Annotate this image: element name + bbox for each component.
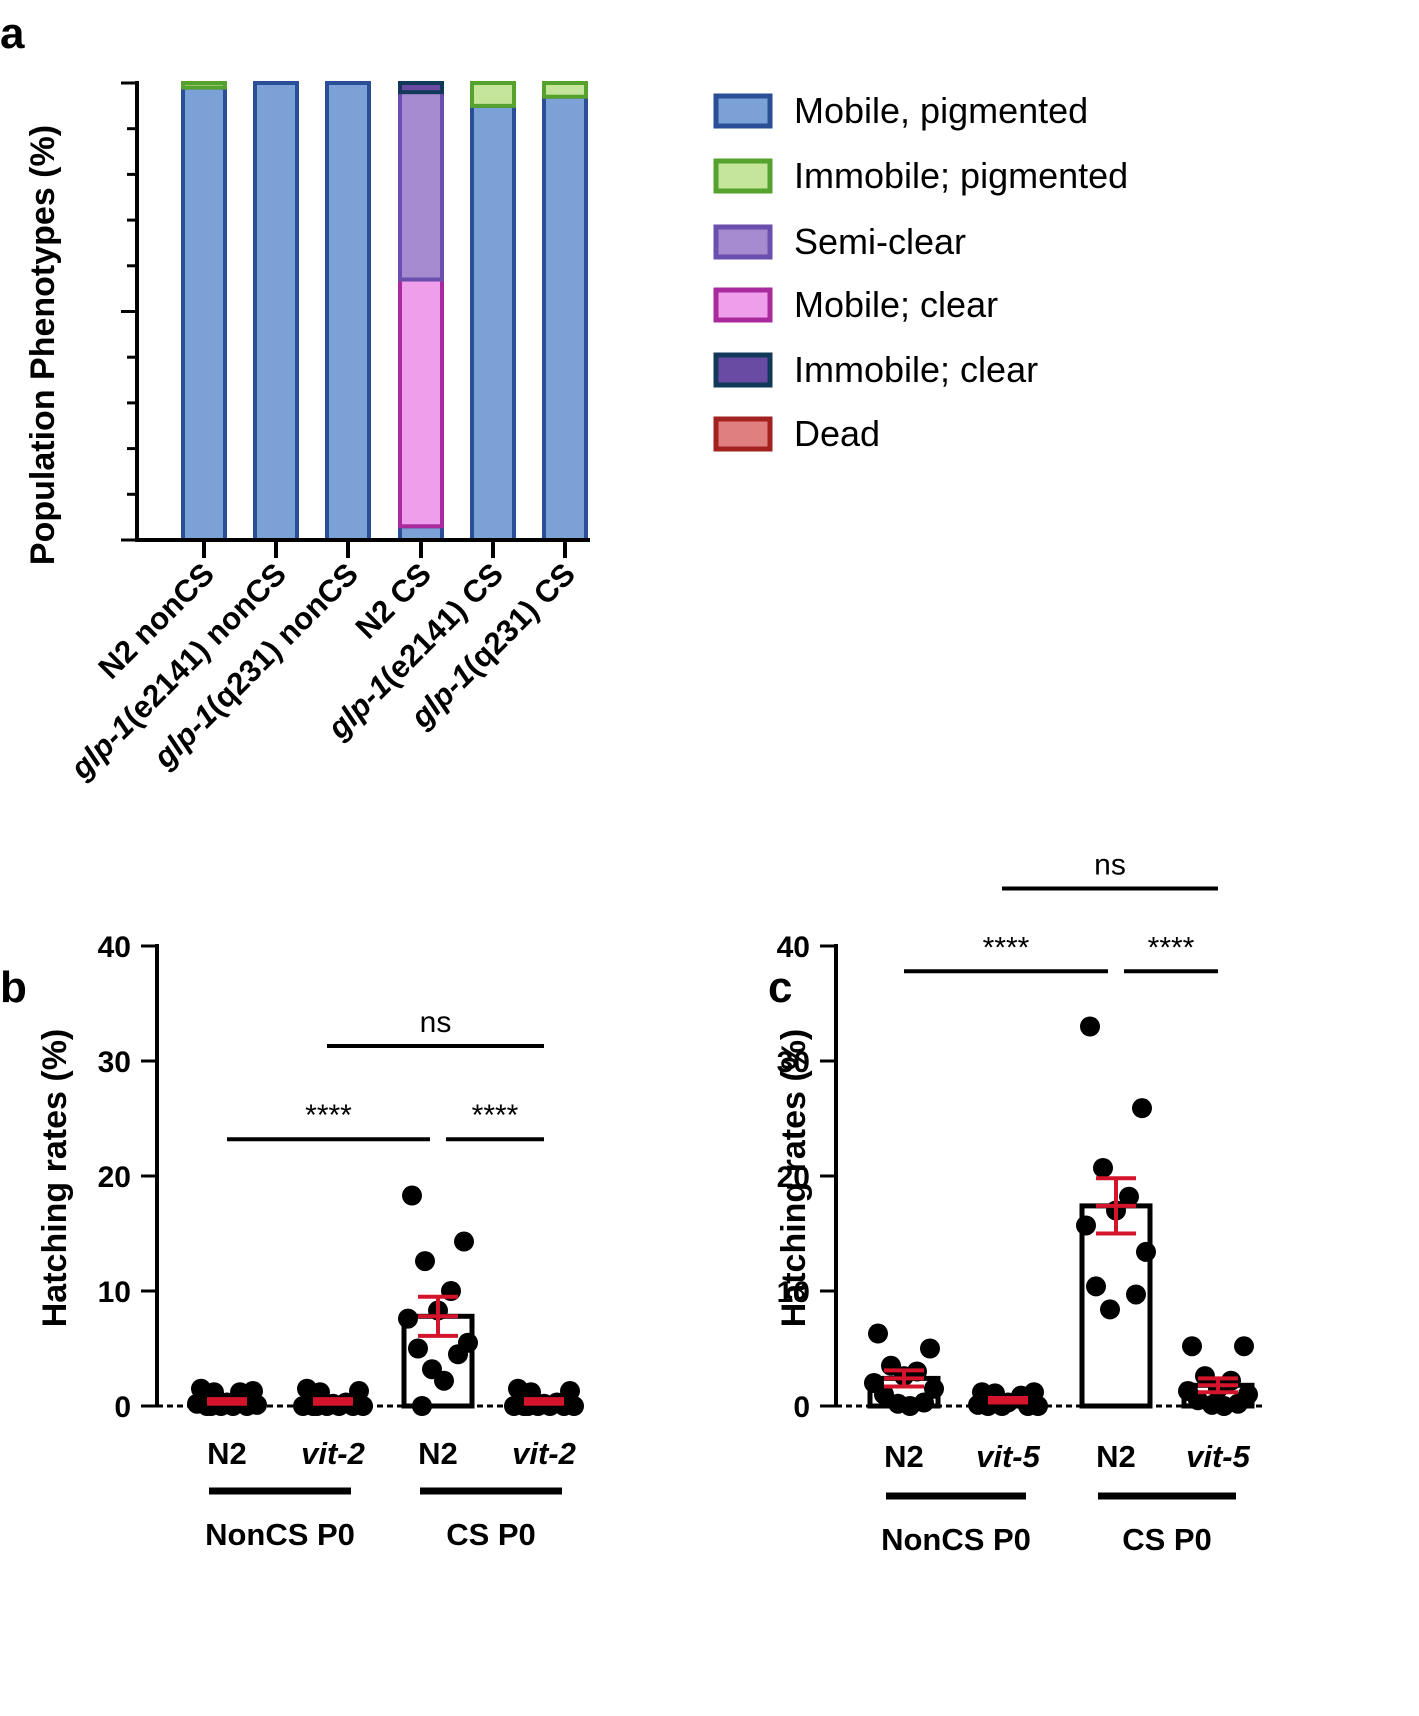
bar-segment-mobile-pigmented <box>542 94 588 543</box>
data-point <box>1126 1284 1146 1305</box>
data-point <box>1080 1016 1100 1037</box>
group-label: vit-5 <box>1186 1439 1251 1474</box>
data-point <box>1234 1336 1254 1357</box>
panel-c-hatching-chart: c Hatching rates (%) 0 10 20 30 40 **** **** ns… <box>768 849 1262 1557</box>
y-tick-label: 0 <box>793 1391 810 1424</box>
legend-swatch <box>713 93 773 129</box>
legend-swatch <box>713 416 773 452</box>
y-tick-label: 10 <box>777 1276 810 1309</box>
panel-b-hatching-chart: b Hatching rates (%) 0 10 20 30 40 **** **** ns… <box>0 931 584 1552</box>
bar-segment-mobile-pigmented <box>398 524 444 542</box>
bar-segment-immobile-pigmented <box>542 81 588 99</box>
y-tick-label: 20 <box>777 1161 810 1194</box>
group-label: vit-2 <box>512 1436 576 1471</box>
legend-label: Immobile; pigmented <box>794 155 1128 196</box>
data-point <box>434 1370 454 1391</box>
bar-segment-mobile-pigmented <box>253 81 299 542</box>
data-point <box>398 1308 418 1329</box>
bar-segment-mobile-pigmented <box>470 103 516 542</box>
y-tick-label: 40 <box>98 931 131 964</box>
data-point <box>415 1251 435 1272</box>
data-point <box>412 1396 432 1416</box>
group-label: vit-5 <box>976 1439 1041 1474</box>
bar-segment-mobile-pigmented <box>181 85 227 542</box>
group-label: N2 <box>207 1436 247 1471</box>
panel-a-y-axis <box>121 81 139 542</box>
group-label: N2 <box>884 1439 924 1474</box>
data-point <box>1119 1186 1139 1207</box>
data-point <box>924 1378 944 1399</box>
condition-label: NonCS P0 <box>205 1517 355 1552</box>
data-point <box>448 1344 468 1365</box>
significance-label: ns <box>420 1006 452 1039</box>
bar-segment-mobile-clear <box>398 277 444 529</box>
panel-b-label: b <box>0 963 27 1012</box>
bar-segment-immobile-pigmented <box>470 81 516 108</box>
panel-a-y-axis-label: Population Phenotypes (%) <box>24 125 62 565</box>
legend-label: Mobile; clear <box>794 284 998 325</box>
y-tick-label: 30 <box>98 1046 131 1079</box>
group-label: vit-2 <box>301 1436 365 1471</box>
significance-label: ns <box>1094 849 1126 882</box>
legend-label: Dead <box>794 413 880 454</box>
legend-label: Mobile, pigmented <box>794 90 1088 131</box>
legend-label: Semi-clear <box>794 221 966 262</box>
legend-swatch <box>713 352 773 388</box>
legend-swatch <box>713 287 773 323</box>
data-point <box>920 1338 940 1359</box>
data-point <box>1086 1276 1106 1297</box>
y-tick-label: 20 <box>98 1161 131 1194</box>
condition-label: NonCS P0 <box>881 1522 1031 1557</box>
y-tick-label: 0 <box>114 1391 131 1424</box>
panel-a-label: a <box>0 9 25 58</box>
significance-label: **** <box>983 931 1030 964</box>
data-point <box>868 1323 888 1344</box>
legend-swatch <box>713 158 773 194</box>
panel-c-plot: 0 10 20 30 40 **** **** ns N2 vit-5 N2 vit-5 NonCS P… <box>777 849 1262 1557</box>
condition-label: CS P0 <box>446 1517 536 1552</box>
panel-c-label: c <box>768 963 792 1012</box>
data-point <box>408 1338 428 1359</box>
panel-a-legend: Mobile, pigmented Immobile; pigmented Semi… <box>713 90 1128 454</box>
bar-segment-semi-clear <box>398 90 444 282</box>
group-label: N2 <box>418 1436 458 1471</box>
y-tick-label: 30 <box>777 1046 810 1079</box>
panel-b-plot: 0 10 20 30 40 **** **** ns N2 vit-2 N2 vit-2 NonCS P… <box>98 931 584 1552</box>
data-point <box>1132 1098 1152 1119</box>
data-point <box>560 1381 580 1402</box>
group-label: N2 <box>1096 1439 1136 1474</box>
data-point <box>900 1396 920 1416</box>
y-tick-label: 40 <box>777 931 810 964</box>
data-point <box>1182 1336 1202 1357</box>
panel-a-bars <box>181 81 588 543</box>
condition-label: CS P0 <box>1122 1522 1212 1557</box>
data-point <box>1214 1396 1234 1416</box>
y-tick-label: 10 <box>98 1276 131 1309</box>
significance-label: **** <box>1148 931 1195 964</box>
bar-segment-immobile-pigmented <box>181 81 227 90</box>
bar-segment-immobile-clear <box>398 81 444 95</box>
panel-a-stacked-bar-chart: a Population Phenotypes (%) N2 nonCSglp-… <box>0 9 1128 786</box>
panel-a-x-axis <box>135 538 590 558</box>
panel-b-y-axis-label: Hatching rates (%) <box>36 1029 74 1328</box>
bar-segment-mobile-pigmented <box>325 81 371 542</box>
data-point <box>1076 1215 1096 1236</box>
legend-label: Immobile; clear <box>794 349 1038 390</box>
data-point <box>349 1381 369 1402</box>
data-point <box>1136 1241 1156 1262</box>
significance-label: **** <box>305 1099 352 1132</box>
data-point <box>1100 1299 1120 1320</box>
data-point <box>1195 1366 1215 1387</box>
legend-swatch <box>713 224 773 260</box>
panel-c-y-axis-label: Hatching rates (%) <box>775 1029 813 1328</box>
data-point <box>402 1185 422 1206</box>
data-point <box>454 1231 474 1252</box>
significance-label: **** <box>472 1099 519 1132</box>
data-point <box>1093 1157 1113 1178</box>
